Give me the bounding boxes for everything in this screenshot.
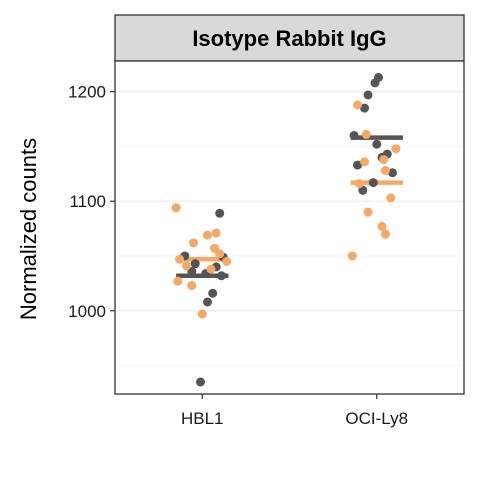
data-point [202, 230, 212, 240]
data-point [187, 281, 197, 291]
y-tick-label: 1100 [69, 192, 106, 211]
data-point [215, 208, 225, 218]
data-point [349, 130, 359, 140]
data-point [380, 229, 390, 239]
data-point [208, 288, 218, 298]
data-point [182, 261, 192, 271]
x-tick-label: HBL1 [181, 409, 224, 428]
panel-border [114, 60, 465, 395]
data-point [175, 254, 185, 264]
data-point [171, 203, 181, 213]
facet-strip [114, 14, 465, 62]
facet-title: Isotype Rabbit IgG [192, 26, 386, 51]
plot-panel [115, 61, 464, 394]
data-point [196, 377, 206, 387]
data-point [379, 155, 389, 165]
data-point [377, 221, 387, 231]
data-point [387, 168, 397, 178]
data-point [353, 100, 363, 110]
y-tick-label: 1000 [68, 302, 106, 321]
data-point [360, 157, 370, 167]
data-point [354, 179, 364, 189]
data-point [215, 249, 225, 259]
data-point [360, 103, 370, 113]
data-point [353, 160, 363, 170]
data-point [368, 178, 378, 188]
y-axis-title: Normalized counts [16, 138, 41, 320]
data-point [211, 228, 221, 238]
data-point [197, 309, 207, 319]
data-point [370, 78, 380, 88]
data-point [363, 90, 373, 100]
data-point [386, 193, 396, 203]
data-point [222, 256, 232, 266]
data-point [361, 129, 371, 139]
x-axis: HBL1 OCI-Ly8 [181, 394, 408, 428]
data-point [173, 276, 183, 286]
data-point [391, 144, 401, 154]
data-point [189, 238, 199, 248]
data-points [171, 72, 401, 387]
data-point [190, 259, 200, 269]
data-point [380, 166, 390, 176]
data-point [363, 207, 373, 217]
data-point [202, 297, 212, 307]
y-tick-label: 1200 [68, 83, 106, 102]
data-point [206, 264, 216, 274]
data-point [216, 271, 226, 281]
grid-lines [115, 91, 464, 366]
x-tick-label: OCI-Ly8 [345, 409, 408, 428]
data-point [347, 251, 357, 261]
y-axis: 1000 1100 1200 [68, 83, 115, 321]
data-point [372, 139, 382, 149]
